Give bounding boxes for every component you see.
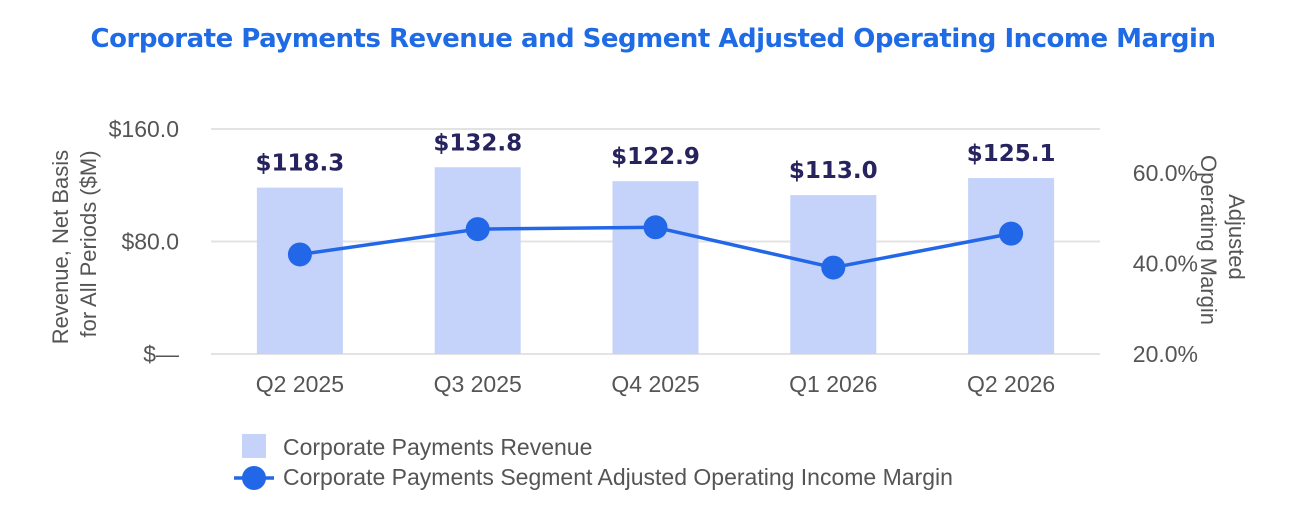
- y2-axis-title-line2: Operating Margin: [1196, 155, 1221, 325]
- bar: [968, 178, 1055, 354]
- y-tick-label: $160.0: [109, 116, 179, 142]
- line-series: [287, 215, 1024, 280]
- y-axis-ticks: $— $80.0 $160.0: [109, 116, 179, 367]
- data-labels: $118.3 $132.8 $122.9 $113.0 $125.1: [256, 130, 1056, 184]
- bar: [434, 167, 521, 354]
- line-point: [821, 255, 846, 280]
- y2-axis-title: Adjusted Operating Margin: [1196, 155, 1249, 325]
- bar-data-label: $125.1: [967, 141, 1056, 167]
- y-tick-label: $—: [143, 341, 179, 367]
- legend: Corporate Payments Revenue Corporate Pay…: [234, 434, 953, 490]
- legend-line-marker: [242, 466, 266, 490]
- bar-data-label: $113.0: [789, 158, 878, 184]
- x-axis-ticks: Q2 2025 Q3 2025 Q4 2025 Q1 2026 Q2 2026: [256, 371, 1055, 397]
- x-tick-label: Q1 2026: [789, 371, 877, 397]
- y-axis-title-line1: Revenue, Net Basis: [48, 150, 73, 344]
- y-axis-title-line2: for All Periods ($M): [76, 150, 101, 337]
- y2-tick-label: 60.0%: [1133, 160, 1198, 186]
- bar-data-label: $132.8: [433, 130, 522, 156]
- y-axis-title: Revenue, Net Basis for All Periods ($M): [48, 144, 101, 345]
- bar-data-label: $122.9: [611, 144, 700, 170]
- y-tick-label: $80.0: [121, 229, 179, 255]
- line-point: [643, 215, 668, 240]
- y2-tick-label: 20.0%: [1133, 341, 1198, 367]
- bar-data-label: $118.3: [256, 151, 345, 177]
- line-point: [287, 242, 312, 267]
- y2-axis-title-line1: Adjusted: [1224, 194, 1249, 280]
- x-tick-label: Q2 2026: [967, 371, 1055, 397]
- x-tick-label: Q3 2025: [434, 371, 522, 397]
- chart-title: Corporate Payments Revenue and Segment A…: [90, 24, 1216, 54]
- x-tick-label: Q2 2025: [256, 371, 344, 397]
- bar: [256, 187, 343, 354]
- legend-line-label: Corporate Payments Segment Adjusted Oper…: [283, 464, 953, 490]
- legend-bar-label: Corporate Payments Revenue: [283, 434, 592, 460]
- line-point: [465, 217, 490, 242]
- legend-bar-swatch: [242, 434, 266, 458]
- y2-tick-label: 40.0%: [1133, 251, 1198, 277]
- line-point: [999, 221, 1024, 246]
- x-tick-label: Q4 2025: [611, 371, 699, 397]
- bar-series: [256, 167, 1055, 354]
- bar: [612, 181, 699, 354]
- y2-axis-ticks: 20.0% 40.0% 60.0%: [1133, 160, 1198, 367]
